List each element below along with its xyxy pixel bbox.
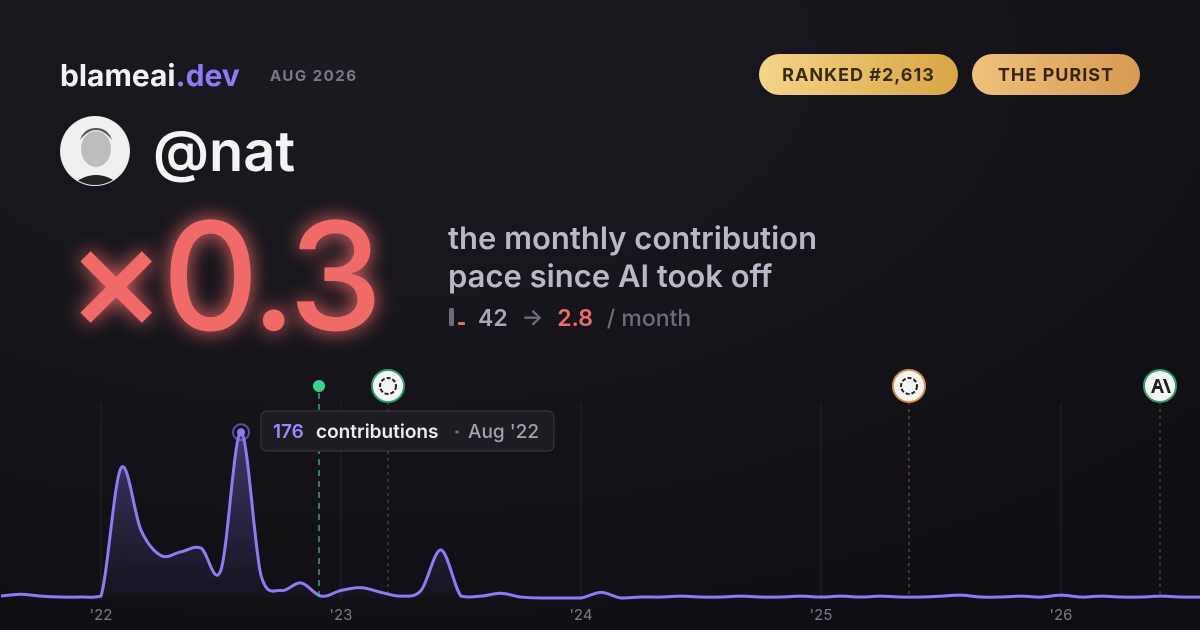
peak-dot [237,428,245,437]
chart: '22 '23 '24 '25 '26 [0,403,1200,624]
event-markers [313,369,1177,598]
peak-ring [232,423,250,442]
stats: 42 → 2.8 / month [478,304,691,332]
badge-text: THE PURIST [998,65,1114,86]
date: AUG 2026 [270,66,357,85]
area [1,432,1200,598]
x-tick-label: '25 [810,605,833,624]
caption: the monthly contribution [448,220,817,257]
x-tick-label: '23 [330,605,353,624]
x-tick-label: '24 [569,605,592,624]
multiplier: ×0.3 [66,186,379,367]
x-tick-label: '22 [90,605,113,624]
tooltip: 176 contributions Aug '22 [260,410,555,452]
x-tick-label: '26 [1050,605,1073,624]
svg-text:176 contributions: 176 contributions Aug '22 [273,420,539,443]
avatar [60,116,130,186]
badge [759,54,958,95]
mini-bars [449,308,465,326]
brand: blameai.dev [60,58,240,94]
badge-text: RANKED #2,613 [782,65,935,86]
handle: @nat [153,117,295,185]
badge [972,54,1140,95]
line [0,430,1200,600]
caption: pace since AI took off [448,258,772,295]
